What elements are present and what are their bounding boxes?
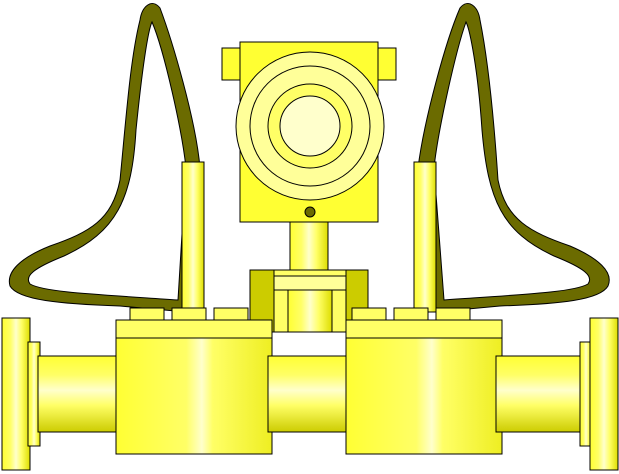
left-flange <box>1 317 41 471</box>
right-flange <box>579 317 619 471</box>
transmitter-housing <box>221 41 397 223</box>
left-cable-inner <box>28 20 187 301</box>
left-pipe <box>37 355 123 433</box>
indicator-dot <box>304 206 316 218</box>
left-riser <box>181 161 205 313</box>
left-sensor-body <box>115 307 273 455</box>
right-cable-inner <box>433 20 590 301</box>
support-bracket <box>249 269 369 333</box>
transmitter-neck <box>289 221 329 273</box>
right-sensor-body <box>345 307 503 455</box>
center-pipe <box>267 355 351 433</box>
right-pipe <box>495 355 583 433</box>
right-riser <box>413 161 437 313</box>
